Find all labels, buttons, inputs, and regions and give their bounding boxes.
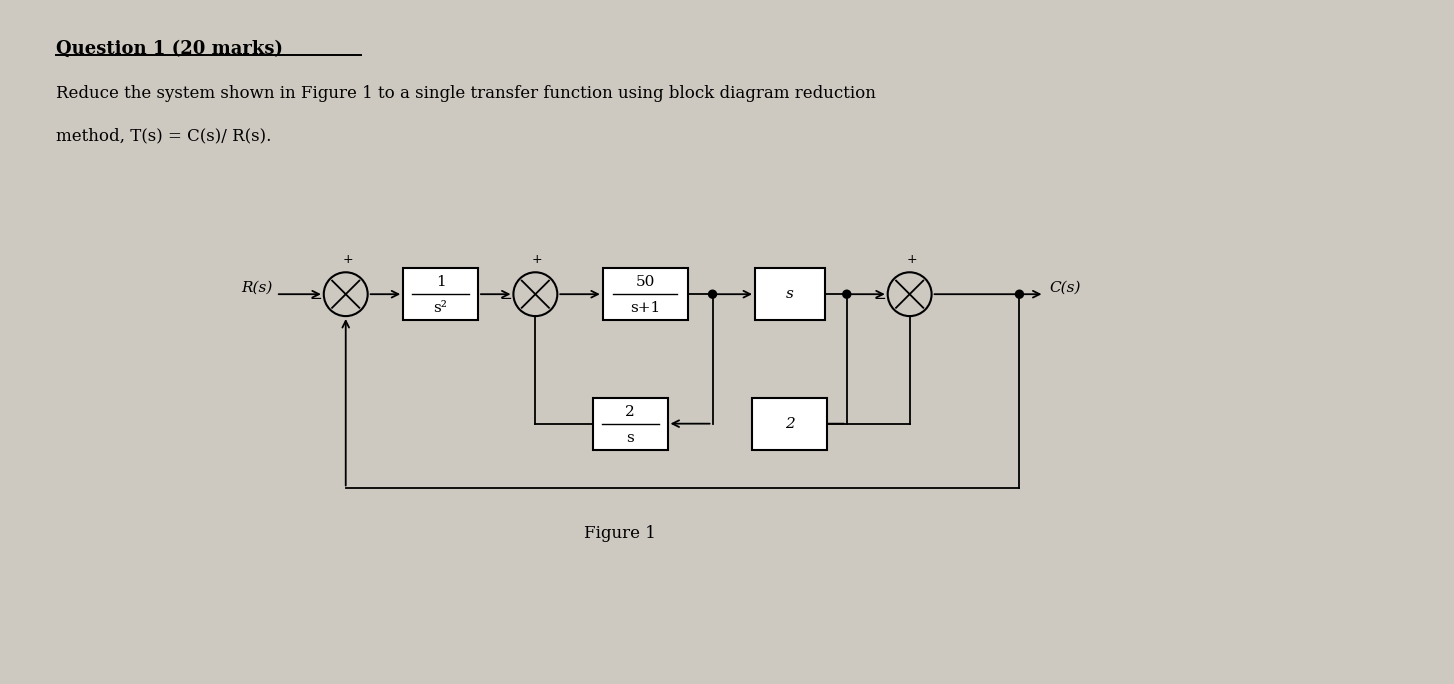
Text: −: − xyxy=(310,291,323,306)
Text: Reduce the system shown in Figure 1 to a single transfer function using block di: Reduce the system shown in Figure 1 to a… xyxy=(57,85,877,102)
Text: −: − xyxy=(874,291,885,306)
Text: s+1: s+1 xyxy=(630,301,660,315)
Text: +: + xyxy=(532,253,542,266)
Text: R(s): R(s) xyxy=(241,280,273,294)
Text: 2: 2 xyxy=(625,405,635,419)
Text: s: s xyxy=(787,287,794,301)
Text: 50: 50 xyxy=(635,275,654,289)
Text: s: s xyxy=(627,431,634,445)
Circle shape xyxy=(843,290,851,298)
Text: s²: s² xyxy=(433,301,448,315)
FancyBboxPatch shape xyxy=(753,398,827,449)
Circle shape xyxy=(1015,290,1024,298)
Text: Figure 1: Figure 1 xyxy=(585,525,656,542)
FancyBboxPatch shape xyxy=(593,398,667,449)
Text: C(s): C(s) xyxy=(1050,280,1080,294)
Text: +: + xyxy=(906,253,917,266)
FancyBboxPatch shape xyxy=(603,268,688,320)
Circle shape xyxy=(708,290,717,298)
Text: method, T(s) = C(s)/ R(s).: method, T(s) = C(s)/ R(s). xyxy=(57,127,272,144)
Text: 2: 2 xyxy=(785,417,795,431)
FancyBboxPatch shape xyxy=(755,268,824,320)
Text: 1: 1 xyxy=(436,275,445,289)
Text: +: + xyxy=(342,253,353,266)
FancyBboxPatch shape xyxy=(403,268,478,320)
Text: −: − xyxy=(499,291,512,306)
Text: Question 1 (20 marks): Question 1 (20 marks) xyxy=(57,40,284,58)
